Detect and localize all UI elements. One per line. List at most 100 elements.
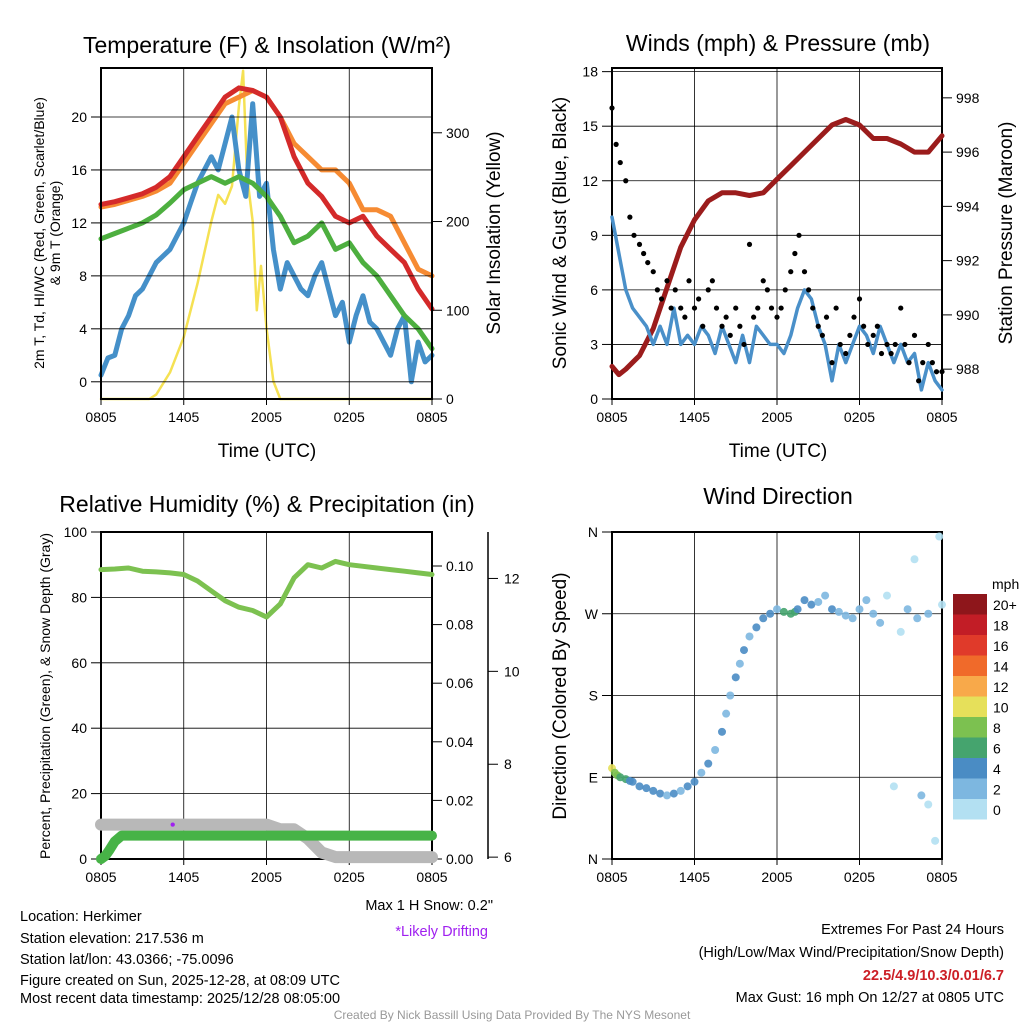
- point-gust: [782, 287, 788, 293]
- point-gust: [668, 305, 674, 311]
- point-gust: [843, 350, 849, 357]
- y-tick-label: 12: [582, 173, 598, 189]
- y-tick-label: 40: [71, 720, 87, 736]
- y-tick-label: 18: [582, 64, 598, 80]
- y-tick-label: 15: [582, 118, 598, 134]
- y2-tick-label: 998: [956, 90, 980, 106]
- plot-frame: [611, 531, 943, 860]
- point-gust: [705, 287, 711, 293]
- legend-swatch: [953, 737, 987, 758]
- y3-tick-label: 6: [504, 849, 512, 865]
- point-likely-drifting: [170, 822, 175, 827]
- y-tick-label: 0: [79, 374, 87, 390]
- point-gust: [617, 159, 623, 166]
- y3-tick-label: 12: [504, 570, 520, 586]
- point-gust: [664, 278, 670, 284]
- wind-direction-point: [759, 614, 768, 623]
- temperature-title: Temperature (F) & Insolation (W/m²): [83, 32, 451, 58]
- legend-swatch: [953, 758, 987, 779]
- y-tick-label: E: [589, 769, 598, 785]
- temperature-xlabel: Time (UTC): [218, 441, 317, 462]
- y-tick-label: 8: [79, 268, 87, 284]
- point-gust: [884, 341, 890, 348]
- point-gust: [709, 278, 715, 284]
- y2-tick-label: 0.04: [446, 734, 473, 750]
- x-tick-label: 1405: [168, 409, 199, 425]
- y2-tick-label: 990: [956, 307, 980, 323]
- wind-direction-point: [752, 623, 761, 632]
- point-gust: [796, 232, 802, 238]
- x-tick-label: 0805: [926, 869, 957, 885]
- y-tick-label: N: [588, 851, 598, 867]
- y-tick-label: 6: [590, 282, 598, 298]
- wind-direction-point: [704, 759, 713, 768]
- y2-tick-label: 996: [956, 144, 980, 160]
- extremes-values: 22.5/4.9/10.3/0.01/6.7: [863, 968, 1004, 984]
- point-gust: [723, 314, 729, 320]
- wind-direction-point: [883, 591, 891, 600]
- point-gust: [696, 296, 702, 302]
- x-tick-label: 0805: [416, 869, 447, 885]
- y2-tick-label: 200: [446, 214, 470, 230]
- wind-direction-point: [740, 646, 748, 655]
- point-gust: [829, 360, 835, 366]
- y2-tick-label: 0: [446, 391, 454, 407]
- series-relative-humidity: [98, 558, 435, 620]
- y2-tick-label: 988: [956, 361, 980, 377]
- temperature-ylabel-2: & 9m T (Orange): [47, 181, 63, 286]
- point-gust: [778, 305, 784, 311]
- wind-direction-point: [876, 618, 885, 627]
- point-gust: [658, 296, 665, 302]
- wind-direction-point: [938, 600, 946, 609]
- wind-direction-point: [722, 709, 731, 718]
- legend-label: 8: [993, 720, 1001, 736]
- wind-direction-point: [896, 627, 905, 636]
- point-gust: [760, 278, 766, 284]
- point-gust: [627, 214, 633, 220]
- point-gust: [823, 314, 830, 320]
- wind-direction-point: [669, 789, 678, 798]
- wind-direction-point: [690, 777, 699, 786]
- point-gust: [878, 350, 885, 357]
- max-snow-note: Max 1 H Snow: 0.2": [365, 898, 493, 914]
- point-gust: [920, 360, 926, 366]
- point-gust: [874, 323, 880, 329]
- point-gust: [819, 332, 825, 338]
- legend-label: 20+: [993, 597, 1017, 613]
- wind-direction-point: [848, 614, 857, 623]
- legend-label: 12: [993, 679, 1009, 695]
- legend-swatch: [953, 696, 987, 717]
- info-created: Figure created on Sun, 2025-12-28, at 08…: [20, 973, 340, 989]
- point-gust: [678, 305, 684, 311]
- wind-direction-point: [711, 746, 720, 754]
- point-gust: [609, 105, 615, 111]
- legend-swatch: [953, 676, 987, 697]
- point-gust: [788, 269, 794, 275]
- x-tick-label: 1405: [679, 869, 710, 885]
- wind-direction-ylabel: Direction (Colored By Speed): [550, 572, 571, 819]
- x-tick-label: 2005: [251, 409, 282, 425]
- point-gust: [691, 305, 698, 311]
- point-gust: [815, 323, 821, 329]
- series-snow-depth: [95, 818, 438, 864]
- wind-direction-point: [924, 800, 933, 809]
- wind-direction-point: [931, 836, 940, 845]
- point-gust: [623, 178, 629, 184]
- y2-tick-label: 994: [956, 198, 980, 214]
- y-tick-label: 16: [71, 162, 87, 178]
- point-gust: [755, 305, 761, 311]
- legend-swatch: [953, 635, 987, 656]
- wind-direction-point: [642, 784, 651, 793]
- wind-direction-point: [635, 782, 644, 791]
- wind-direction-point: [663, 791, 671, 800]
- y2-tick-label: 0.08: [446, 617, 473, 633]
- y2-tick-label: 992: [956, 253, 980, 269]
- wind-direction-point: [683, 782, 692, 791]
- y2-tick-label: 0.00: [446, 851, 473, 867]
- point-gust: [892, 341, 898, 348]
- credit: Created By Nick Bassill Using Data Provi…: [334, 1008, 691, 1022]
- x-tick-label: 2005: [761, 409, 792, 425]
- point-gust: [751, 314, 757, 320]
- humidity-title: Relative Humidity (%) & Precipitation (i…: [59, 491, 474, 517]
- wind-direction-point: [807, 600, 816, 609]
